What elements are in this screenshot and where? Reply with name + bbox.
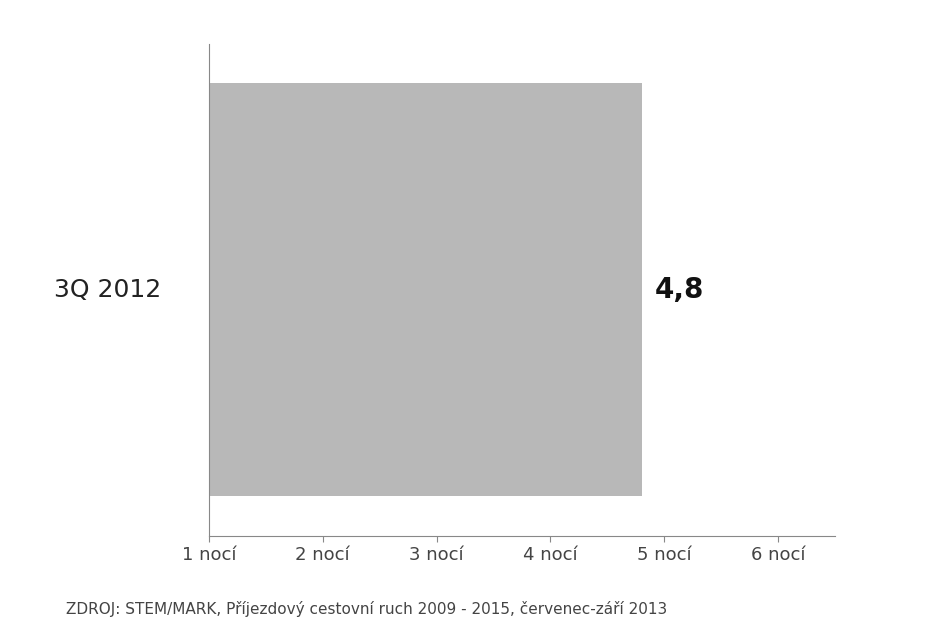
Text: 3Q 2012: 3Q 2012: [54, 278, 161, 302]
Text: ZDROJ: STEM/MARK, Příjezdový cestovní ruch 2009 - 2015, červenec-září 2013: ZDROJ: STEM/MARK, Příjezdový cestovní ru…: [66, 601, 668, 617]
Text: 4,8: 4,8: [655, 276, 704, 304]
FancyBboxPatch shape: [209, 83, 642, 496]
